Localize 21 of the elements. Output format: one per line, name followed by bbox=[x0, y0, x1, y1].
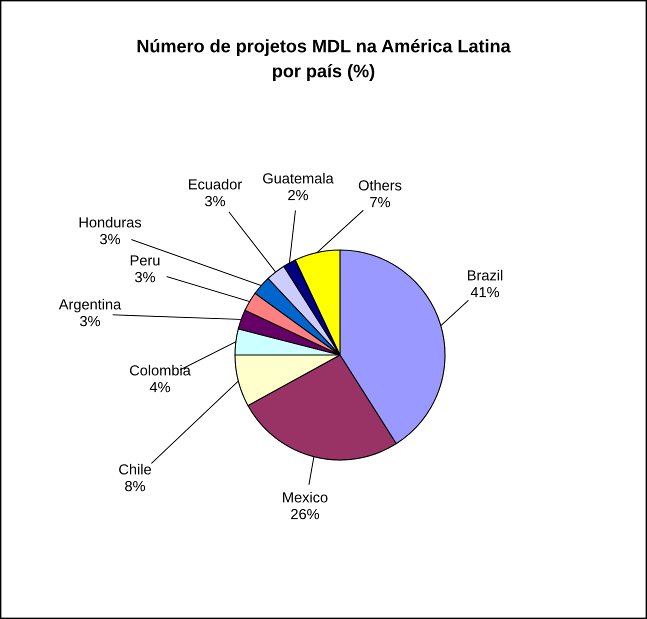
slice-label: Mexico bbox=[283, 492, 328, 503]
data-label: 3% bbox=[205, 196, 226, 206]
slice-label: Others bbox=[358, 180, 402, 191]
data-label: 8% bbox=[125, 480, 146, 492]
data-label: 3% bbox=[80, 316, 100, 326]
data-label: 41% bbox=[470, 287, 500, 298]
data-label: 3% bbox=[135, 272, 156, 282]
slice-label: Argentina bbox=[58, 298, 122, 312]
slice-label: Chile bbox=[119, 464, 151, 475]
data-label: 7% bbox=[370, 197, 390, 208]
slice-label: Ecuador bbox=[189, 178, 242, 190]
chart-title: Número de projetos MDL na América Latina por país (%) bbox=[138, 39, 511, 81]
slice-label: Colombia bbox=[130, 364, 191, 376]
slice-label: Guatemala bbox=[263, 172, 334, 184]
data-label: 26% bbox=[291, 508, 320, 520]
data-label: 4% bbox=[150, 382, 170, 392]
data-label: 3% bbox=[100, 234, 120, 244]
slice-label: Honduras bbox=[80, 216, 142, 228]
data-label: 2% bbox=[288, 190, 308, 200]
slice-label: Peru bbox=[130, 255, 160, 266]
slice-label: Brazil bbox=[468, 270, 502, 281]
